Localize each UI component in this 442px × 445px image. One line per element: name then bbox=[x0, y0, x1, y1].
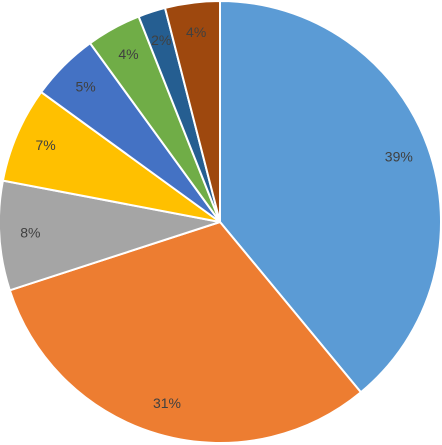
pie-slice bbox=[219, 0, 442, 394]
data-label: 5% bbox=[75, 78, 95, 94]
data-label: 4% bbox=[118, 46, 138, 62]
data-label: 7% bbox=[35, 137, 55, 153]
pie-slice bbox=[163, 0, 221, 223]
data-label: 4% bbox=[186, 24, 206, 40]
data-label: 31% bbox=[153, 395, 181, 411]
pie-slice bbox=[0, 179, 221, 292]
pie-slice bbox=[8, 220, 363, 444]
data-label: 2% bbox=[151, 32, 171, 48]
data-label: 8% bbox=[20, 225, 40, 241]
data-label: 39% bbox=[385, 148, 413, 164]
